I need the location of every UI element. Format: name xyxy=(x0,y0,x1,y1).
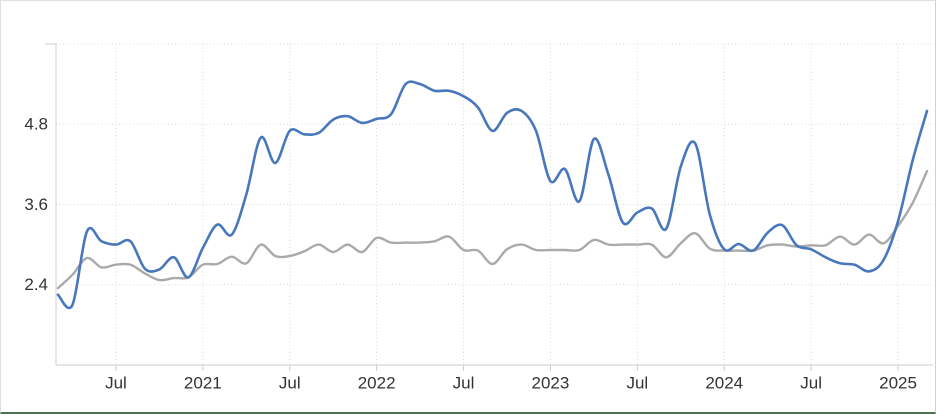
x-axis-label: 2021 xyxy=(184,373,222,392)
series-line-gray xyxy=(56,169,929,290)
x-axis-label: Jul xyxy=(279,373,301,392)
x-axis-label: 2023 xyxy=(532,373,570,392)
x-axis-label: 2022 xyxy=(358,373,396,392)
y-axis-label: 4.8 xyxy=(24,115,48,134)
x-axis-label: 2025 xyxy=(879,373,917,392)
series-line-blue xyxy=(56,80,929,310)
x-axis-label: Jul xyxy=(105,373,127,392)
x-axis-label: Jul xyxy=(626,373,648,392)
x-axis-label: Jul xyxy=(453,373,475,392)
x-axis-label: 2024 xyxy=(705,373,743,392)
x-axis-label: Jul xyxy=(800,373,822,392)
y-axis-label: 2.4 xyxy=(24,275,48,294)
y-axis-label: 3.6 xyxy=(24,195,48,214)
